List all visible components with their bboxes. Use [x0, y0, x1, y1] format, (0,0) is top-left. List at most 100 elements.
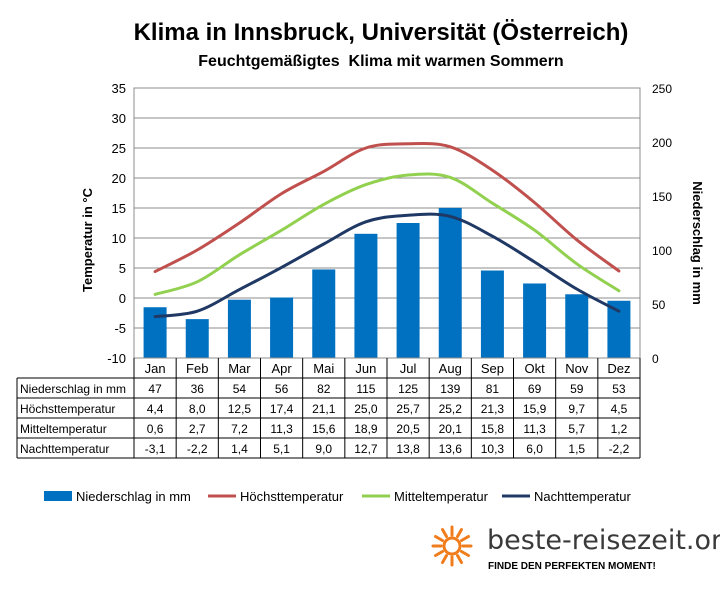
y-left-tick-label: -10 — [107, 351, 126, 366]
bar-niederschlag — [607, 300, 631, 358]
category-label: Dez — [607, 361, 630, 376]
y-left-tick-label: -5 — [114, 321, 126, 336]
lines-group — [153, 142, 621, 319]
bar-niederschlag — [354, 233, 378, 358]
table-cell: 25,7 — [396, 402, 420, 416]
table-cell: 18,9 — [354, 422, 378, 436]
table-cell: 9,0 — [315, 442, 332, 456]
table-row-header: Mitteltemperatur — [20, 422, 107, 436]
y-left-tick-label: 5 — [119, 261, 126, 276]
table-cell: 15,6 — [312, 422, 336, 436]
bar-niederschlag — [438, 207, 462, 358]
bars-group — [143, 207, 631, 358]
table-row-header: Höchsttemperatur — [20, 402, 115, 416]
sun-ray — [460, 550, 470, 557]
table-cell: 11,3 — [523, 422, 546, 436]
legend-label: Höchsttemperatur — [240, 489, 344, 504]
table-cell: 1,2 — [611, 422, 628, 436]
bar-niederschlag — [270, 297, 294, 358]
legend: Niederschlag in mm Höchsttemperatur Mittel… — [44, 489, 631, 504]
legend-label: Mitteltemperatur — [394, 489, 489, 504]
bar-niederschlag — [312, 269, 336, 358]
brand-logo: beste-reisezeit.org FINDE DEN PERFEKTEN … — [431, 525, 720, 572]
category-label: Mar — [228, 361, 251, 376]
y-right-tick-label: 150 — [652, 190, 672, 204]
table-cell: 0,6 — [147, 422, 164, 436]
table-cell: 36 — [191, 382, 205, 396]
sun-ray — [456, 528, 463, 538]
table-row-header: Nachttemperatur — [20, 442, 109, 456]
table-cell: 25,0 — [354, 402, 378, 416]
table-row-header: Niederschlag in mm — [20, 382, 126, 396]
category-label: Feb — [186, 361, 208, 376]
y-right-tick-label: 100 — [652, 244, 672, 258]
y-left-tick-label: 20 — [112, 171, 126, 186]
table-cell: 47 — [148, 382, 162, 396]
table-cell: 5,7 — [568, 422, 585, 436]
y-axis-left-label: Temperatur in °C — [80, 187, 95, 292]
bar-niederschlag — [227, 299, 251, 358]
table-cell: 6,0 — [526, 442, 543, 456]
line-höchsttemperatur — [153, 142, 621, 274]
category-label: Aug — [439, 361, 462, 376]
sun-ray — [456, 554, 463, 564]
y-left-tick-label: 15 — [112, 201, 126, 216]
table-cell: 4,4 — [147, 402, 164, 416]
line-nachttemperatur — [153, 212, 621, 319]
table-cell: 139 — [440, 382, 460, 396]
data-table: Jan Feb Mar Apr Mai Jun Jul Aug Sep Okt Nov Dez Nied… — [16, 358, 641, 459]
table-cell: 5,1 — [273, 442, 290, 456]
y-left-tick-label: 0 — [119, 291, 126, 306]
brand-name: beste-reisezeit.org — [487, 525, 720, 556]
table-cell: 54 — [233, 382, 247, 396]
table-cell: 15,8 — [481, 422, 505, 436]
table-cell: 56 — [275, 382, 289, 396]
bar-niederschlag — [523, 283, 547, 358]
table-cell: 59 — [570, 382, 584, 396]
table-cell: 9,7 — [568, 402, 585, 416]
bar-niederschlag — [185, 319, 209, 358]
bar-niederschlag — [396, 223, 420, 358]
table-cell: 69 — [528, 382, 542, 396]
table-cell: 17,4 — [270, 402, 294, 416]
plot-frame — [133, 87, 641, 359]
table-cell: 7,2 — [231, 422, 248, 436]
table-cell: 21,3 — [481, 402, 505, 416]
legend-label: Niederschlag in mm — [76, 489, 191, 504]
chart-subtitle: Feuchtgemäßigtes Klima mit warmen Sommer… — [198, 53, 563, 70]
table-cell: 2,7 — [189, 422, 206, 436]
sun-ray — [434, 550, 444, 557]
table-cell: -2,2 — [187, 442, 208, 456]
y-right-tick-label: 250 — [652, 82, 672, 96]
sun-ray — [441, 554, 448, 564]
category-label: Sep — [481, 361, 504, 376]
table-cell: 21,1 — [312, 402, 336, 416]
table-cell: 10,3 — [481, 442, 505, 456]
table-cell: 125 — [398, 382, 418, 396]
table-cell: 82 — [317, 382, 331, 396]
sun-ray — [460, 535, 470, 542]
table-cell: 11,3 — [270, 422, 293, 436]
table-cell: 81 — [486, 382, 500, 396]
table-cell: -2,2 — [609, 442, 630, 456]
y-left-tick-label: 30 — [112, 111, 126, 126]
table-cell: 12,5 — [228, 402, 252, 416]
table-cell: 4,5 — [611, 402, 628, 416]
y-right-tick-label: 50 — [652, 298, 666, 312]
bar-niederschlag — [480, 270, 504, 358]
table-cell: -3,1 — [145, 442, 166, 456]
category-label: Apr — [271, 361, 292, 376]
table-cell: 8,0 — [189, 402, 206, 416]
y-right-tick-label: 0 — [652, 352, 659, 366]
sun-icon — [431, 525, 473, 567]
category-label: Mai — [313, 361, 334, 376]
table-cell: 115 — [356, 382, 375, 396]
brand-tagline: FINDE DEN PERFEKTEN MOMENT! — [488, 561, 656, 572]
category-label: Jun — [355, 361, 376, 376]
table-cell: 20,5 — [396, 422, 420, 436]
y-left-tick-label: 35 — [112, 81, 126, 96]
grid-lines — [134, 87, 640, 359]
table-cell: 13,6 — [439, 442, 463, 456]
table-cell: 1,5 — [568, 442, 585, 456]
